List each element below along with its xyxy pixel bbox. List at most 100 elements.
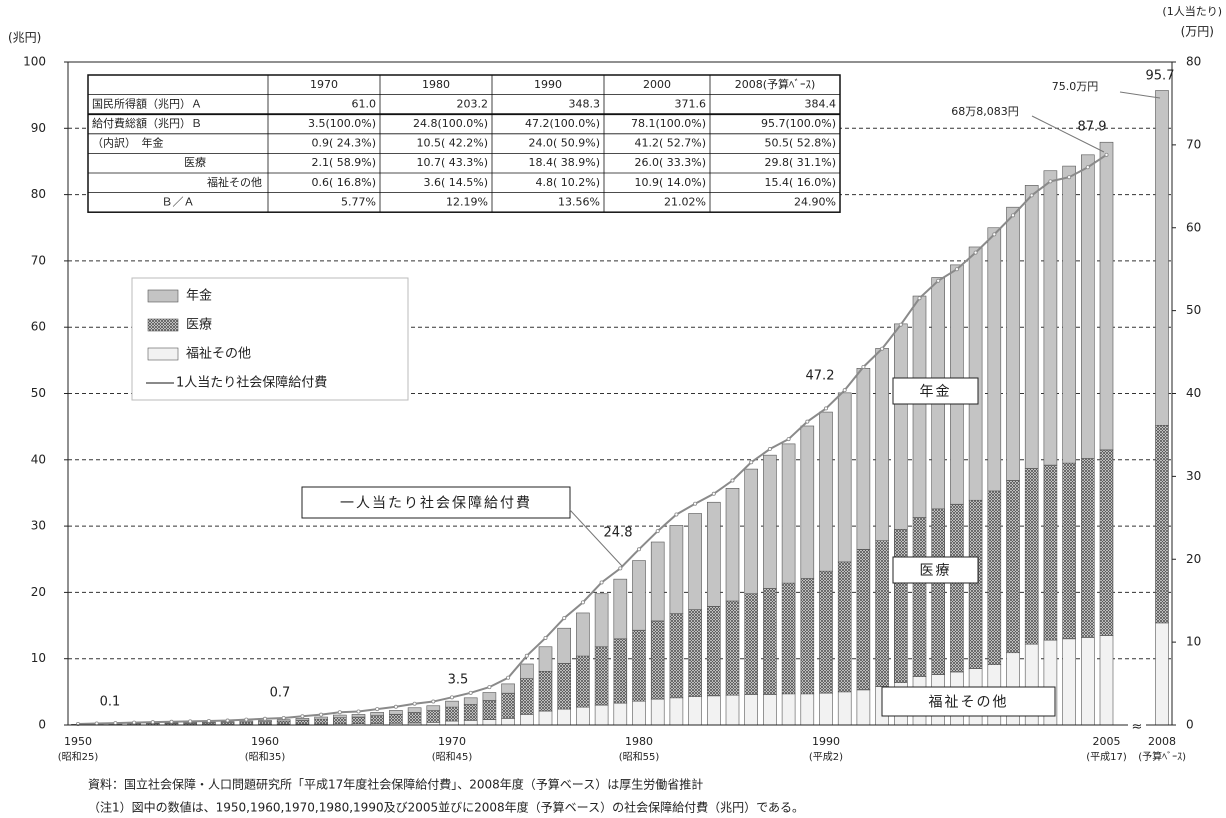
bar-segment: [1062, 638, 1076, 726]
line-marker: [749, 460, 754, 465]
bar-segment: [669, 697, 684, 726]
label-box: [301, 486, 571, 519]
annotation: 95.7: [1146, 69, 1175, 84]
table-row-label: Ｂ／Ａ: [162, 195, 195, 208]
bar-segment: [688, 696, 702, 726]
legend-label: 1人当たり社会保障給付費: [176, 375, 327, 391]
axis-break: [1128, 717, 1146, 733]
line-marker: [113, 721, 118, 726]
line-marker: [917, 296, 922, 301]
bar-segment: [370, 712, 385, 716]
bar-segment: [1062, 165, 1076, 464]
bar-segment: [389, 713, 403, 724]
line-marker: [337, 710, 342, 715]
table-cell: 371.6: [675, 97, 707, 110]
line-marker: [281, 715, 286, 720]
x-tick-sublabel: (昭和25): [58, 751, 99, 763]
table-bg: [87, 74, 841, 213]
line-marker: [150, 720, 155, 725]
annotation: 87.9: [1078, 120, 1107, 135]
line-series: [77, 153, 1108, 726]
bar-segment: [875, 540, 889, 687]
table-cell: 10.9( 14.0%): [634, 176, 706, 189]
annotation: 0.7: [270, 686, 291, 701]
bar-segment: [594, 704, 609, 726]
bar-segment: [725, 600, 740, 696]
legend-swatch: [147, 318, 179, 332]
line-marker: [637, 547, 642, 552]
line-marker: [188, 719, 193, 724]
bar-segment: [893, 529, 908, 683]
bar-segment: [856, 368, 871, 550]
table-cell: 78.1(100.0%): [631, 117, 706, 130]
y2-tick-label: 60: [1186, 220, 1201, 234]
y-tick-label: 50: [31, 386, 46, 400]
bar-segment: [613, 638, 628, 704]
bar-segment: [688, 513, 702, 610]
y-tick-label: 0: [38, 718, 46, 732]
line-marker: [169, 719, 174, 724]
bar-segment: [650, 541, 665, 622]
leader-line: [1119, 91, 1161, 99]
line-marker: [655, 529, 660, 534]
line-marker: [1048, 179, 1053, 184]
annotation: 75.0万円: [1052, 80, 1099, 93]
label-box-text: 福祉その他: [929, 695, 1009, 711]
table-cell: 0.9( 24.3%): [311, 137, 376, 150]
label-box: [892, 377, 979, 405]
bar-segment: [557, 627, 572, 664]
x-tick-label: 2005: [1093, 735, 1121, 748]
y-axis-label: (兆円): [8, 31, 41, 45]
bar-segment: [1062, 462, 1076, 640]
bar-segment: [594, 646, 609, 706]
table-cell: 26.0( 33.3%): [634, 156, 706, 169]
table-cell: 10.7( 43.3%): [416, 156, 488, 169]
footnote: （注1）図中の数値は、1950,1960,1970,1980,1990及び200…: [88, 800, 804, 815]
x-tick-label: 1950: [64, 735, 92, 748]
line-marker: [599, 580, 604, 585]
bar-segment: [856, 689, 871, 726]
line-marker: [898, 322, 903, 327]
line-marker: [244, 717, 249, 722]
bar-segment: [1099, 635, 1114, 726]
bar-segment: [931, 508, 946, 675]
leader-line: [569, 509, 623, 567]
y2-tick-label: 30: [1186, 469, 1201, 483]
bar-segment: [1081, 637, 1095, 726]
line-marker: [1029, 193, 1034, 198]
line-marker: [562, 616, 567, 621]
y-tick-label: 30: [31, 519, 46, 533]
line-marker: [824, 406, 829, 411]
line-marker: [954, 267, 959, 272]
table-cell: 384.4: [805, 97, 837, 110]
table-header: 1990: [534, 78, 562, 91]
label-box: [892, 556, 979, 584]
y2-tick-label: 0: [1186, 718, 1194, 732]
bar-segment: [557, 663, 572, 710]
label-box-text: 医療: [920, 562, 952, 579]
line-marker: [767, 447, 772, 452]
table-cell: 13.56%: [558, 195, 600, 208]
line-marker: [973, 250, 978, 255]
bar-segment: [351, 716, 366, 724]
bar-segment: [295, 719, 310, 725]
bar-segment: [763, 694, 777, 726]
bar-segment: [706, 501, 721, 607]
table-cell: 12.19%: [446, 195, 488, 208]
x-tick-sublabel: (昭和35): [245, 751, 286, 763]
y2-tick-label: 50: [1186, 303, 1201, 317]
bar-segment: [426, 710, 441, 723]
bar-segment: [519, 663, 534, 679]
bar-segment: [332, 714, 347, 719]
line-marker: [711, 491, 716, 496]
x-tick-label: 1990: [812, 735, 840, 748]
bar-segment: [463, 704, 478, 721]
bar-segment: [781, 443, 796, 584]
bar-segment: [258, 721, 272, 725]
table-row-label: 福祉その他: [207, 175, 262, 189]
bar-segment: [632, 560, 646, 631]
table-cell: 4.8( 10.2%): [535, 176, 600, 189]
bar-segment: [669, 613, 684, 699]
y2-tick-label: 20: [1186, 552, 1201, 566]
bar-segment: [800, 578, 815, 695]
